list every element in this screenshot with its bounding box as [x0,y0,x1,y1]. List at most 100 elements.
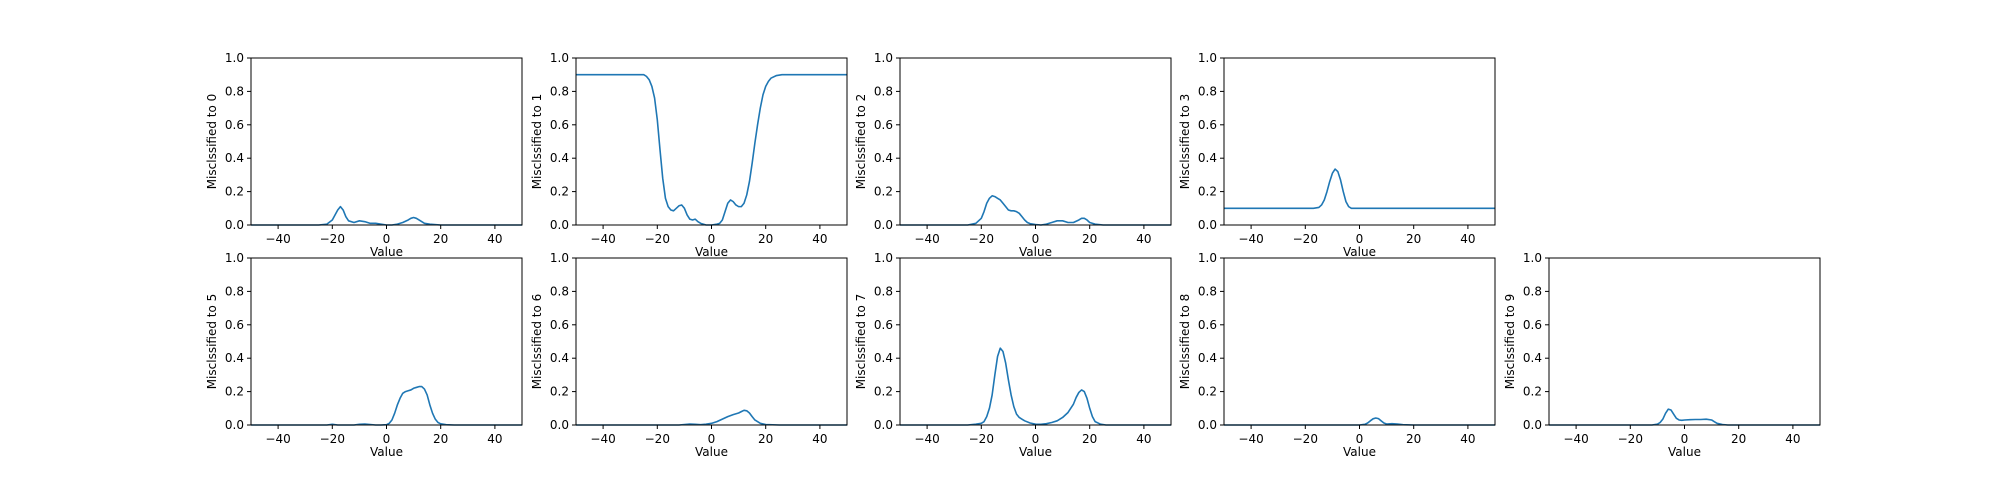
x-tick-label: 20 [1406,432,1421,446]
x-axis-label: Value [1019,245,1052,259]
y-tick-label: 0.0 [1198,218,1217,232]
y-tick-label: 1.0 [550,51,569,65]
x-axis-label: Value [370,445,403,459]
series-line-1 [576,73,847,226]
x-tick-label: −20 [1293,432,1318,446]
x-tick-label: −40 [590,432,615,446]
series-line-8 [1549,408,1820,426]
axes-frame-8 [1548,257,1821,426]
y-tick-label: 0.2 [225,185,244,199]
y-axis-label: Misclssified to 8 [1178,294,1192,390]
y-tick-label: 0.8 [225,284,244,298]
y-tick-label: 0.6 [550,118,569,132]
axes-frame-5 [575,257,848,426]
x-tick-label: 0 [1032,432,1040,446]
x-tick-label: 20 [433,432,448,446]
y-tick-label: 0.2 [874,385,893,399]
y-tick-label: 0.0 [1523,418,1542,432]
x-tick-label: 0 [1681,432,1689,446]
x-tick-label: 40 [812,232,827,246]
y-tick-label: 1.0 [874,251,893,265]
subplot-3: 0.0 0.2 0.4 0.6 0.8 1.0 −40 −20 0 20 40 Value Miscls… [1178,51,1496,259]
y-tick-label: 0.4 [550,151,569,165]
x-tick-label: 20 [1082,432,1097,446]
y-axis-label: Misclssified to 3 [1178,94,1192,190]
series-line-4 [251,385,522,426]
y-tick-label: 0.2 [550,385,569,399]
x-tick-label: −20 [320,232,345,246]
y-tick-label: 0.0 [1198,418,1217,432]
series-line-3 [1224,168,1495,210]
y-tick-label: 0.2 [1198,385,1217,399]
y-tick-label: 0.0 [550,418,569,432]
x-tick-label: 0 [1356,432,1364,446]
y-tick-label: 0.6 [874,118,893,132]
x-tick-label: 40 [812,432,827,446]
series-line-5 [576,409,847,426]
x-axis-label: Value [1343,445,1376,459]
x-tick-label: −40 [265,232,290,246]
y-tick-label: 0.2 [550,185,569,199]
y-tick-label: 0.4 [1198,151,1217,165]
y-tick-label: 1.0 [1198,251,1217,265]
y-tick-label: 0.8 [1198,284,1217,298]
y-tick-label: 0.0 [874,218,893,232]
x-tick-label: −20 [645,432,670,446]
x-tick-label: −20 [969,232,994,246]
x-tick-label: 40 [1460,232,1475,246]
x-tick-label: 0 [383,232,391,246]
y-axis-label: Misclssified to 1 [530,94,544,190]
series-line-2 [900,194,1171,226]
subplot-5: 0.0 0.2 0.4 0.6 0.8 1.0 −40 −20 0 20 40 Value Miscls… [530,251,848,459]
x-tick-label: 20 [758,232,773,246]
x-tick-label: 20 [1731,432,1746,446]
y-tick-label: 0.2 [1198,185,1217,199]
y-axis-label: Misclssified to 7 [854,294,868,390]
y-tick-label: 0.4 [550,351,569,365]
y-tick-label: 0.6 [1198,318,1217,332]
x-tick-label: 0 [1032,232,1040,246]
x-tick-label: 40 [487,432,502,446]
y-tick-label: 0.0 [225,218,244,232]
y-tick-label: 1.0 [225,51,244,65]
x-tick-label: 0 [708,432,716,446]
subplot-4: 0.0 0.2 0.4 0.6 0.8 1.0 −40 −20 0 20 40 Value Miscls… [205,251,523,459]
x-tick-label: 0 [708,232,716,246]
axes-frame-6 [899,257,1172,426]
x-tick-label: −40 [1238,432,1263,446]
y-tick-label: 0.8 [874,84,893,98]
x-tick-label: −40 [914,232,939,246]
y-tick-label: 0.8 [550,84,569,98]
y-axis-label: Misclssified to 2 [854,94,868,190]
series-line-7 [1224,417,1495,426]
x-tick-label: −20 [969,432,994,446]
x-tick-label: 0 [383,432,391,446]
x-tick-label: −40 [1563,432,1588,446]
subplot-7: 0.0 0.2 0.4 0.6 0.8 1.0 −40 −20 0 20 40 Value Miscls… [1178,251,1496,459]
subplot-0: 0.0 0.2 0.4 0.6 0.8 1.0 −40 −20 0 20 40 Value Miscls… [205,51,523,259]
y-tick-label: 0.4 [874,351,893,365]
y-tick-label: 0.4 [874,151,893,165]
axes-frame-0 [250,57,523,226]
x-axis-label: Value [1019,445,1052,459]
x-axis-label: Value [1668,445,1701,459]
y-tick-label: 0.2 [225,385,244,399]
y-tick-label: 0.4 [1523,351,1542,365]
subplot-2: 0.0 0.2 0.4 0.6 0.8 1.0 −40 −20 0 20 40 Value Miscls… [854,51,1172,259]
y-tick-label: 1.0 [874,51,893,65]
x-tick-label: −40 [914,432,939,446]
y-tick-label: 0.2 [1523,385,1542,399]
x-axis-label: Value [1343,245,1376,259]
y-axis-label: Misclssified to 5 [205,294,219,390]
series-line-6 [900,347,1171,426]
x-tick-label: −20 [645,232,670,246]
x-tick-label: 40 [487,232,502,246]
y-axis-label: Misclssified to 9 [1503,294,1517,390]
axes-frame-7 [1223,257,1496,426]
y-tick-label: 0.4 [1198,351,1217,365]
y-tick-label: 1.0 [225,251,244,265]
x-tick-label: 20 [433,232,448,246]
y-tick-label: 0.8 [874,284,893,298]
x-tick-label: −20 [320,432,345,446]
